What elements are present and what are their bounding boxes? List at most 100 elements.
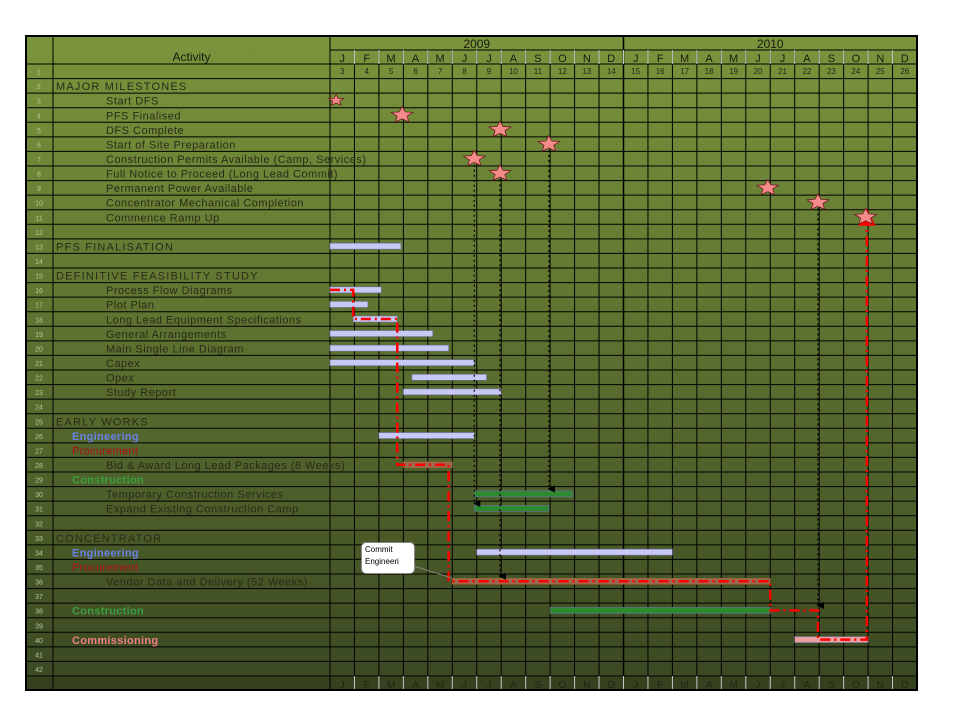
period-number: 18 xyxy=(705,67,714,76)
period-number: 21 xyxy=(778,67,787,76)
month-label: A xyxy=(705,53,713,65)
row-number: 35 xyxy=(35,565,43,572)
period-number: 16 xyxy=(656,67,665,76)
row-number: 29 xyxy=(35,478,43,485)
row-number: 25 xyxy=(35,419,43,426)
period-number: 5 xyxy=(389,67,394,76)
activity-label: Permanent Power Available xyxy=(106,183,253,195)
month-label-footer: J xyxy=(462,680,467,691)
row-number: 11 xyxy=(35,215,42,222)
period-number: 25 xyxy=(876,67,885,76)
row-number: 27 xyxy=(35,448,43,455)
activity-label: Concentrator Mechanical Completion xyxy=(106,198,304,210)
period-number: 17 xyxy=(680,67,689,76)
month-label: O xyxy=(852,53,861,65)
activity-label: General Arrangements xyxy=(106,329,227,341)
activity-label: Capex xyxy=(106,358,140,370)
activity-label: Opex xyxy=(106,373,134,385)
milestone-star-icon xyxy=(755,178,780,196)
row-number: 26 xyxy=(35,434,43,441)
month-label: A xyxy=(510,53,518,65)
month-label: J xyxy=(755,53,761,65)
activity-label: Temporary Construction Services xyxy=(106,489,284,501)
month-label-footer: N xyxy=(583,680,590,691)
row-number: 13 xyxy=(35,244,43,251)
gantt-bar xyxy=(476,548,673,556)
activity-label: DFS Complete xyxy=(106,125,184,137)
activity-label: Construction xyxy=(72,475,144,487)
row-number: 32 xyxy=(35,521,43,528)
period-number: 19 xyxy=(729,67,738,76)
activity-label: Procurement xyxy=(72,562,138,574)
row-number: 15 xyxy=(35,274,43,281)
month-label: O xyxy=(558,53,567,65)
month-label: J xyxy=(486,53,492,65)
gantt-bar xyxy=(329,359,475,367)
row-number: 40 xyxy=(35,638,43,645)
period-number: 24 xyxy=(851,67,860,76)
activity-label: Start DFS xyxy=(106,96,159,108)
month-label-footer: A xyxy=(412,680,419,691)
month-label-footer: S xyxy=(828,680,835,691)
month-label-footer: M xyxy=(680,680,688,691)
row-number: 34 xyxy=(35,550,43,557)
milestone-star-icon xyxy=(462,149,487,167)
row-number: 20 xyxy=(35,346,43,353)
row-number: 37 xyxy=(35,594,43,601)
activity-label: Vendor Data and Delivery (52 Weeks) xyxy=(106,577,308,589)
month-label: J xyxy=(462,53,468,65)
row-number: 28 xyxy=(35,463,43,470)
month-label-footer: J xyxy=(486,680,491,691)
month-label: M xyxy=(387,53,396,65)
activity-label: Procurement xyxy=(72,445,138,457)
period-number: 6 xyxy=(413,67,418,76)
gantt-bar xyxy=(451,577,771,585)
activity-label: Process Flow Diagrams xyxy=(106,285,233,297)
month-label-footer: O xyxy=(558,680,566,691)
gantt-bar xyxy=(329,301,369,308)
month-label: S xyxy=(534,53,541,65)
milestone-star-icon xyxy=(487,120,513,138)
activity-label: Construction xyxy=(72,606,144,618)
row-number: 9 xyxy=(37,186,41,193)
table-border xyxy=(25,35,918,691)
activity-label: Commissioning xyxy=(72,635,158,647)
milestone-star-icon xyxy=(853,207,878,225)
row-number: 2 xyxy=(37,84,41,91)
period-number: 10 xyxy=(509,67,518,76)
gantt-bar xyxy=(474,505,550,512)
month-label: D xyxy=(607,53,615,65)
month-label-footer: A xyxy=(510,680,517,691)
row-number: 16 xyxy=(35,288,43,295)
month-label-footer: J xyxy=(780,680,785,691)
month-label: D xyxy=(901,53,909,65)
activity-label: Construction Permits Available (Camp, Se… xyxy=(106,154,367,166)
row-number: 3 xyxy=(37,99,41,106)
month-label-footer: O xyxy=(852,680,860,691)
activity-label: Start of Site Preparation xyxy=(106,139,236,151)
month-label-footer: S xyxy=(535,680,542,691)
month-label-footer: F xyxy=(657,680,663,691)
month-label: J xyxy=(339,53,345,65)
month-label: F xyxy=(363,53,370,65)
gantt-bar xyxy=(549,607,771,614)
month-label: S xyxy=(828,53,835,65)
month-label-footer: M xyxy=(387,680,395,691)
period-number: 4 xyxy=(364,67,369,76)
row-number: 33 xyxy=(35,536,43,543)
row-number: 41 xyxy=(35,652,43,659)
activity-label: DEFINITIVE FEASIBILITY STUDY xyxy=(56,271,259,283)
month-label: J xyxy=(780,53,786,65)
month-label-footer: A xyxy=(706,680,713,691)
milestone-star-icon xyxy=(536,134,562,152)
month-label: F xyxy=(657,53,664,65)
month-label-footer: A xyxy=(804,680,811,691)
month-label: A xyxy=(412,53,420,65)
row-number: 4 xyxy=(37,113,41,120)
month-label-footer: J xyxy=(340,680,345,691)
row-number: 21 xyxy=(35,361,43,368)
period-number: 14 xyxy=(607,67,616,76)
row-number: 24 xyxy=(35,405,43,412)
month-label: N xyxy=(583,53,591,65)
